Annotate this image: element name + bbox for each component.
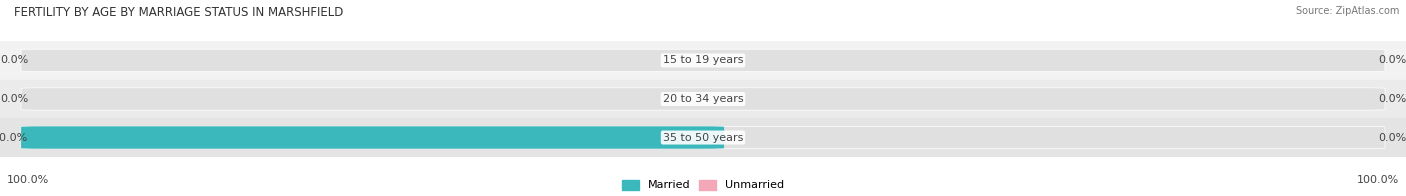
FancyBboxPatch shape <box>21 126 1385 149</box>
Text: 100.0%: 100.0% <box>0 132 28 142</box>
Text: 20 to 34 years: 20 to 34 years <box>662 94 744 104</box>
Legend: Married, Unmarried: Married, Unmarried <box>621 180 785 191</box>
Text: 0.0%: 0.0% <box>0 55 28 65</box>
Bar <box>0 41 1406 80</box>
FancyBboxPatch shape <box>21 49 1385 72</box>
Text: 100.0%: 100.0% <box>7 175 49 185</box>
FancyBboxPatch shape <box>21 88 1385 110</box>
Text: Source: ZipAtlas.com: Source: ZipAtlas.com <box>1295 6 1399 16</box>
Text: 0.0%: 0.0% <box>0 94 28 104</box>
Text: 35 to 50 years: 35 to 50 years <box>662 132 744 142</box>
Text: 0.0%: 0.0% <box>1378 94 1406 104</box>
Bar <box>0 80 1406 118</box>
Text: 0.0%: 0.0% <box>1378 132 1406 142</box>
Bar <box>0 118 1406 157</box>
Text: FERTILITY BY AGE BY MARRIAGE STATUS IN MARSHFIELD: FERTILITY BY AGE BY MARRIAGE STATUS IN M… <box>14 6 343 19</box>
Text: 15 to 19 years: 15 to 19 years <box>662 55 744 65</box>
Text: 100.0%: 100.0% <box>1357 175 1399 185</box>
Text: 0.0%: 0.0% <box>1378 55 1406 65</box>
FancyBboxPatch shape <box>21 126 724 149</box>
